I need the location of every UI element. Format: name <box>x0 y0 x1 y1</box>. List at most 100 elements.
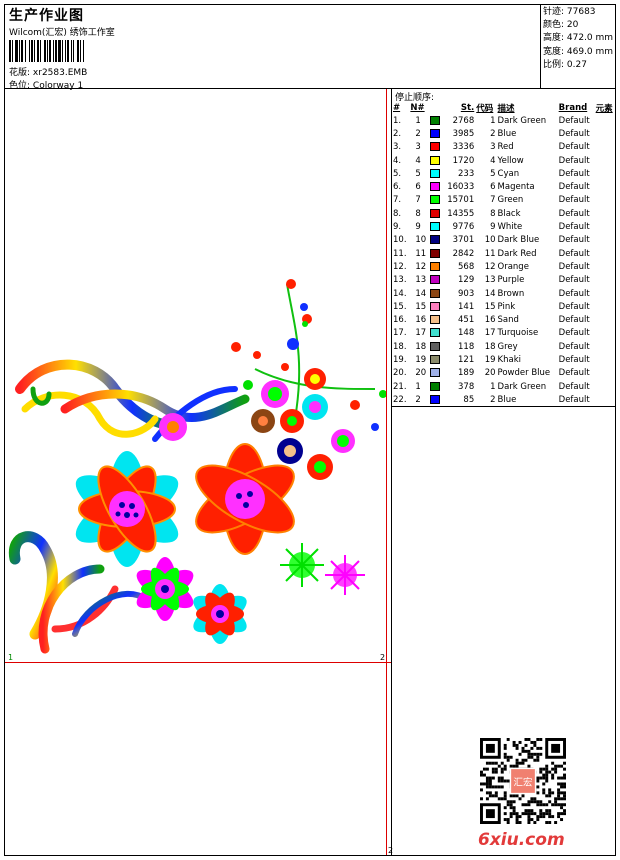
color-swatch <box>429 127 442 140</box>
row-element <box>595 340 616 353</box>
row-index: 11. <box>393 248 407 259</box>
table-row: 4. 4 1720 4 Yellow Default <box>392 154 616 167</box>
col-needle: N# <box>410 102 425 113</box>
row-description: Turquoise <box>497 328 539 339</box>
row-index: 15. <box>393 301 407 312</box>
row-code: 3 <box>490 142 496 153</box>
row-index: 17. <box>393 328 407 339</box>
color-count: 颜色: 20 <box>543 20 579 31</box>
table-row: 17. 17 148 17 Turquoise Default <box>392 327 616 340</box>
row-brand: Default <box>558 182 590 193</box>
row-element <box>595 180 616 193</box>
row-code: 20 <box>484 368 496 379</box>
marker-2-bottom: 2 <box>388 846 394 855</box>
row-description: White <box>497 222 523 233</box>
row-brand: Default <box>558 235 590 246</box>
row-index: 18. <box>393 341 407 352</box>
row-description: Sand <box>497 315 519 326</box>
marker-2-top: 2 <box>380 653 386 662</box>
row-brand: Default <box>558 275 590 286</box>
row-element <box>595 260 616 273</box>
color-swatch <box>429 327 442 340</box>
row-needle: 15 <box>415 301 427 312</box>
row-description: Dark Green <box>497 381 547 392</box>
row-description: Cyan <box>497 168 520 179</box>
row-element <box>595 327 616 340</box>
row-code: 2 <box>490 394 496 405</box>
color-swatch <box>429 194 442 207</box>
row-index: 3. <box>393 142 402 153</box>
row-stitches: 129 <box>458 275 475 286</box>
row-description: Dark Red <box>497 248 537 259</box>
color-swatch <box>429 287 442 300</box>
row-code: 7 <box>490 195 496 206</box>
row-index: 1. <box>393 115 402 126</box>
row-stitches: 14355 <box>447 208 475 219</box>
row-code: 14 <box>484 288 496 299</box>
table-row: 7. 7 15701 7 Green Default <box>392 194 616 207</box>
design-width: 宽度: 469.0 mm <box>543 46 614 57</box>
row-brand: Default <box>558 368 590 379</box>
design-height: 高度: 472.0 mm <box>543 33 614 44</box>
color-swatch <box>429 207 442 220</box>
row-brand: Default <box>558 195 590 206</box>
row-brand: Default <box>558 301 590 312</box>
table-row: 22. 2 85 2 Blue Default <box>392 393 616 406</box>
table-row: 14. 14 903 14 Brown Default <box>392 287 616 300</box>
row-element <box>595 167 616 180</box>
marker-1: 1 <box>8 653 14 662</box>
color-swatch <box>429 313 442 326</box>
col-code: 代码 <box>476 103 494 114</box>
row-index: 19. <box>393 354 407 365</box>
row-needle: 1 <box>415 115 421 126</box>
stitch-count: 针迹: 77683 <box>543 7 596 17</box>
table-row: 13. 13 129 13 Purple Default <box>392 274 616 287</box>
row-needle: 14 <box>415 288 427 299</box>
row-index: 7. <box>393 195 402 206</box>
flower-lower-pink <box>136 557 194 621</box>
row-brand: Default <box>558 128 590 139</box>
watermark-text: 6xiu.com <box>478 830 565 850</box>
row-element <box>595 287 616 300</box>
row-brand: Default <box>558 142 590 153</box>
row-needle: 9 <box>415 222 421 233</box>
row-element <box>595 393 616 406</box>
row-needle: 17 <box>415 328 427 339</box>
starburst-green <box>280 543 324 587</box>
row-index: 21. <box>393 381 407 392</box>
row-needle: 2 <box>415 128 421 139</box>
row-code: 17 <box>484 328 496 339</box>
row-stitches: 233 <box>458 168 475 179</box>
table-row: 18. 18 118 18 Grey Default <box>392 340 616 353</box>
row-stitches: 189 <box>458 368 475 379</box>
table-row: 8. 8 14355 8 Black Default <box>392 207 616 220</box>
row-needle: 5 <box>415 168 421 179</box>
table-row: 9. 9 9776 9 White Default <box>392 220 616 233</box>
table-row: 11. 11 2842 11 Dark Red Default <box>392 247 616 260</box>
row-element <box>595 141 616 154</box>
row-code: 9 <box>490 222 496 233</box>
row-description: Red <box>497 142 514 153</box>
flower-large-left <box>75 451 179 567</box>
row-description: Dark Blue <box>497 235 540 246</box>
row-stitches: 141 <box>458 301 475 312</box>
row-needle: 10 <box>415 235 427 246</box>
row-needle: 19 <box>415 354 427 365</box>
design-stats: 针迹: 77683 颜色: 20 高度: 472.0 mm 宽度: 469.0 … <box>543 6 613 72</box>
row-code: 2 <box>490 128 496 139</box>
stop-sequence-table: # N# St. 代码 描述 Brand 元素 1. 1 2768 1 Dark Gre… <box>392 101 616 407</box>
file-label: 花版: <box>9 68 31 78</box>
row-element <box>595 274 616 287</box>
row-stitches: 15701 <box>447 195 475 206</box>
file-name: xr2583.EMB <box>32 68 88 78</box>
color-swatch <box>429 274 442 287</box>
row-stitches: 3336 <box>452 142 475 153</box>
row-needle: 18 <box>415 341 427 352</box>
row-description: Powder Blue <box>497 368 551 379</box>
row-needle: 1 <box>415 381 421 392</box>
color-swatch <box>429 167 442 180</box>
row-needle: 12 <box>415 261 427 272</box>
row-stitches: 3701 <box>452 235 475 246</box>
row-description: Pink <box>497 301 516 312</box>
colorway-label: 色位: <box>9 81 31 91</box>
